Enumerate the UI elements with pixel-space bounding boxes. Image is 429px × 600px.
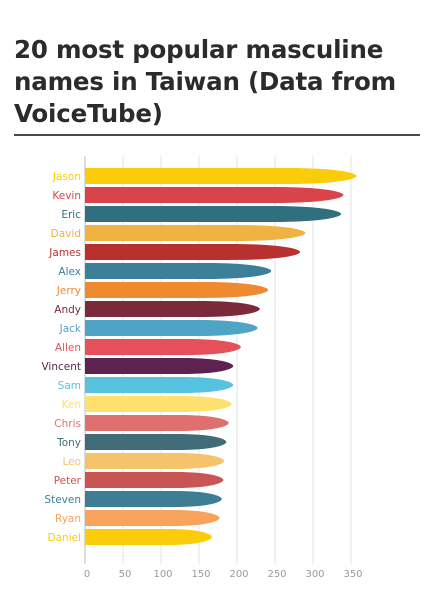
category-label: Alex <box>58 266 81 278</box>
bar-sam <box>85 377 234 393</box>
bar-peter <box>85 472 224 488</box>
bar-andy <box>85 301 260 317</box>
x-tick-label: 200 <box>229 569 248 580</box>
title-divider <box>14 134 420 136</box>
bar-vincent <box>85 358 234 374</box>
category-label: Jerry <box>56 285 81 297</box>
category-label: Ken <box>62 399 81 411</box>
category-label: Allen <box>55 342 81 354</box>
category-label: David <box>51 228 81 240</box>
bar-steven <box>85 491 222 507</box>
bar-alex <box>85 263 272 279</box>
category-labels: Jason Kevin Eric David James Alex Jerry Andy Jac… <box>41 171 81 544</box>
bar-james <box>85 244 301 260</box>
bar-leo <box>85 453 225 469</box>
category-label: Sam <box>58 380 81 392</box>
bar-ryan <box>85 510 220 526</box>
category-label: Kevin <box>52 190 81 202</box>
bar-allen <box>85 339 241 355</box>
bar-tony <box>85 434 227 450</box>
chart-title: 20 most popular masculine names in Taiwa… <box>14 35 396 128</box>
category-label: Eric <box>61 209 81 221</box>
bar-eric <box>85 206 342 222</box>
x-tick-labels: 0 50 100 150 200 250 300 350 <box>84 569 363 580</box>
category-label: Jack <box>59 323 82 335</box>
x-tick-label: 0 <box>84 569 90 580</box>
category-label: Steven <box>44 494 81 506</box>
x-tick-label: 300 <box>305 569 324 580</box>
bar-jack <box>85 320 258 336</box>
category-label: Vincent <box>41 361 81 373</box>
category-label: Andy <box>54 304 81 316</box>
bar-david <box>85 225 306 241</box>
category-label: Jason <box>52 171 81 183</box>
category-label: Peter <box>54 475 82 487</box>
x-tick-label: 100 <box>153 569 172 580</box>
bar-daniel <box>85 529 212 545</box>
x-tick-label: 50 <box>119 569 132 580</box>
category-label: Chris <box>54 418 81 430</box>
bar-jerry <box>85 282 269 298</box>
category-label: James <box>48 247 81 259</box>
x-tick-label: 350 <box>343 569 362 580</box>
bar-kevin <box>85 187 344 203</box>
x-tick-label: 250 <box>267 569 286 580</box>
category-label: Ryan <box>55 513 81 525</box>
category-label: Leo <box>62 456 81 468</box>
category-label: Tony <box>56 437 81 449</box>
bar-chris <box>85 415 229 431</box>
category-label: Daniel <box>48 532 81 544</box>
bar-ken <box>85 396 232 412</box>
x-tick-label: 150 <box>191 569 210 580</box>
bar-jason <box>85 168 357 184</box>
bars <box>85 168 357 545</box>
